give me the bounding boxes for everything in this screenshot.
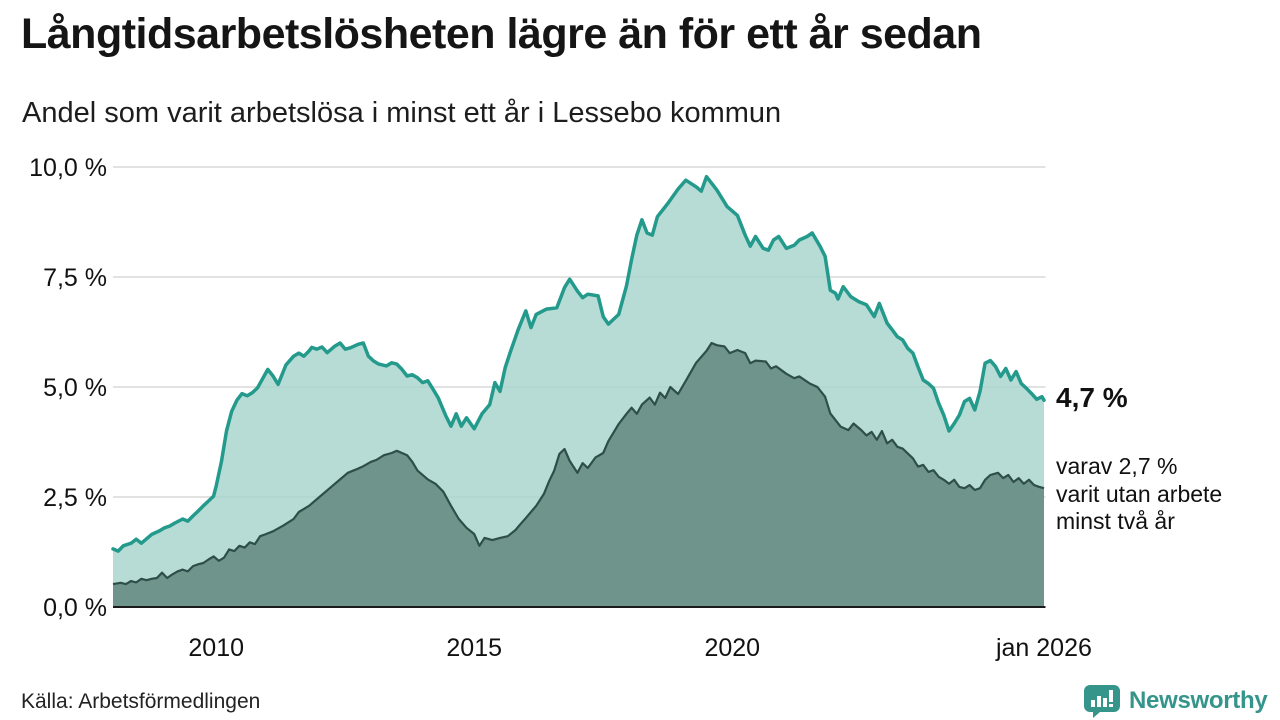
source-text: Källa: Arbetsförmedlingen (21, 690, 261, 713)
end-note-label: varav 2,7 % varit utan arbete minst två … (1056, 453, 1223, 534)
area-two-years (113, 343, 1044, 607)
x-tick-label: 2020 (704, 634, 760, 662)
y-tick-label: 10,0 % (29, 154, 107, 182)
end-value-label: 4,7 % (1056, 382, 1128, 413)
brand-lockup: Newsworthy (1083, 684, 1268, 718)
x-tick-label: jan 2026 (995, 634, 1092, 662)
y-tick-labels: 10,0 % 7,5 % 5,0 % 2,5 % 0,0 % (29, 154, 107, 622)
x-tick-label: 2010 (188, 634, 244, 662)
y-tick-label: 0,0 % (43, 594, 107, 622)
y-tick-label: 5,0 % (43, 374, 107, 402)
line-total-one-year (111, 174, 1046, 553)
y-tick-label: 2,5 % (43, 484, 107, 512)
y-tick-label: 7,5 % (43, 264, 107, 292)
brand-name: Newsworthy (1129, 687, 1268, 714)
chart-subtitle: Andel som varit arbetslösa i minst ett å… (22, 97, 782, 129)
newsworthy-logo-icon (1084, 685, 1120, 718)
x-tick-label: 2015 (446, 634, 502, 662)
x-tick-labels: 2010 2015 2020 jan 2026 (188, 634, 1092, 662)
line-two-years (112, 341, 1045, 586)
page-title: Långtidsarbetslösheten lägre än för ett … (21, 10, 982, 58)
